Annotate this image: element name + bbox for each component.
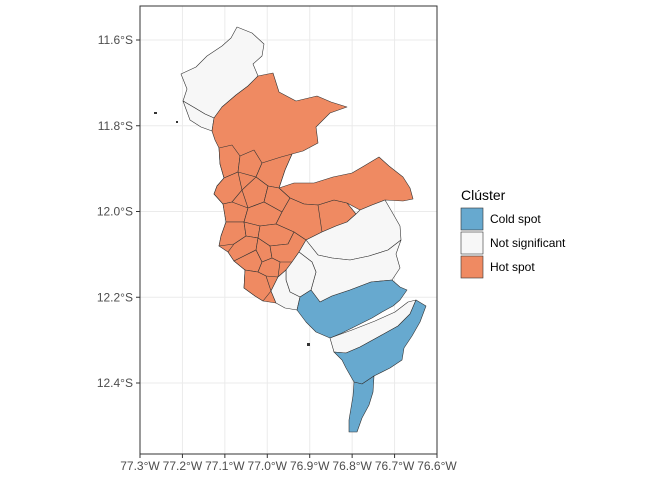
lon-tick-label: 76.8°W <box>332 459 372 473</box>
district-hot-spot <box>278 156 414 211</box>
map-panel <box>139 5 438 455</box>
legend-title: Clúster <box>461 187 506 203</box>
panel-border <box>139 5 438 455</box>
legend-key-not-significant <box>460 231 484 255</box>
latitude-axis: 11.6°S 11.8°S 12.0°S 12.2°S 12.4°S <box>97 33 140 390</box>
legend-item-not-significant: Not significant <box>460 231 566 255</box>
legend: Clúster Cold spot Not significant Hot sp… <box>460 187 566 279</box>
lon-tick-label: 77.2°W <box>163 459 203 473</box>
lon-tick-label: 76.7°W <box>375 459 415 473</box>
lon-tick-label: 77.0°W <box>248 459 288 473</box>
lon-tick-label: 76.6°W <box>417 459 457 473</box>
district-layer <box>154 26 427 433</box>
lat-tick-label: 11.8°S <box>98 119 133 133</box>
legend-item-cold-spot: Cold spot <box>460 207 541 231</box>
island <box>176 121 178 123</box>
lon-tick-label: 77.1°W <box>205 459 245 473</box>
legend-key-cold-spot <box>460 207 484 231</box>
island <box>307 343 310 346</box>
legend-label-not-significant: Not significant <box>490 236 566 250</box>
legend-item-hot-spot: Hot spot <box>460 255 535 279</box>
lon-tick-label: 77.3°W <box>120 459 160 473</box>
district-hot-spot <box>243 269 272 302</box>
lat-tick-label: 12.2°S <box>97 290 133 304</box>
legend-label-cold-spot: Cold spot <box>490 212 541 226</box>
lat-tick-label: 11.6°S <box>98 33 133 47</box>
district-cold-spot <box>296 279 408 339</box>
lat-tick-label: 12.4°S <box>97 376 133 390</box>
lat-tick-label: 12.0°S <box>97 205 133 219</box>
longitude-axis: 77.3°W 77.2°W 77.1°W 77.0°W 76.9°W 76.8°W 76.7… <box>120 454 457 473</box>
legend-label-hot-spot: Hot spot <box>490 260 535 274</box>
island <box>154 112 157 114</box>
legend-key-hot-spot <box>460 255 484 279</box>
district-cold-spot <box>348 375 375 433</box>
lon-tick-label: 76.9°W <box>290 459 330 473</box>
